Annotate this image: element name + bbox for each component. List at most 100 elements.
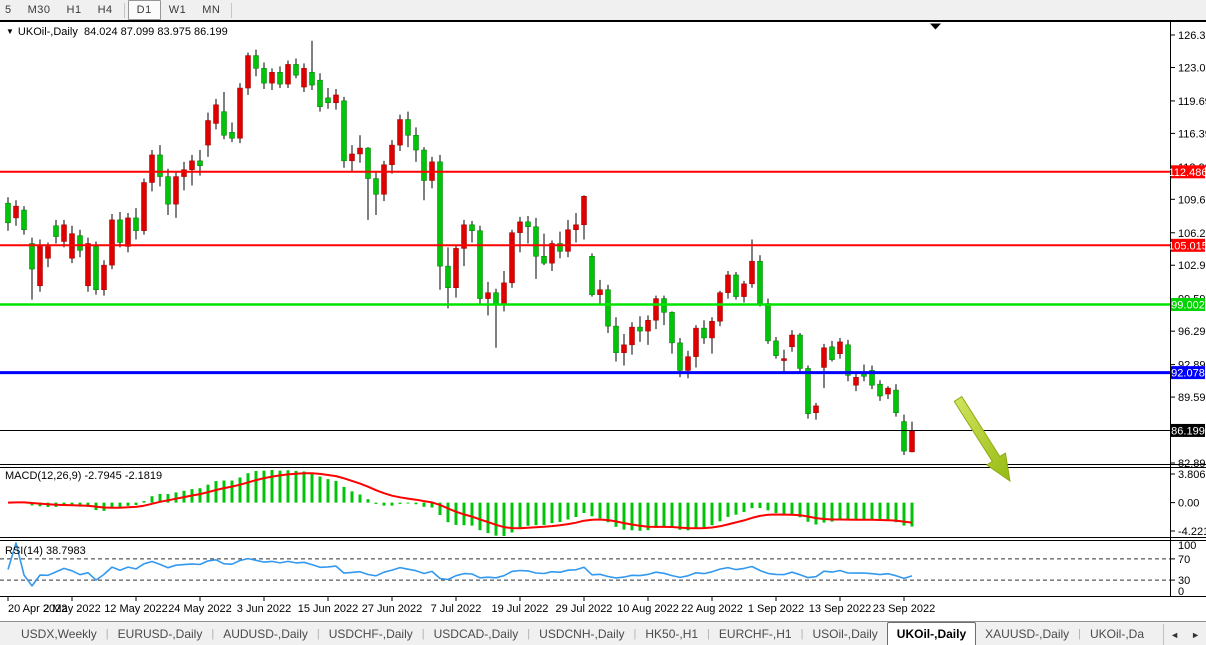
toolbar-separator bbox=[123, 2, 125, 18]
candle bbox=[645, 315, 651, 345]
candle-body bbox=[413, 135, 419, 151]
timeframe-toolbar: 5 M30 H1 H4 D1 W1 MN bbox=[0, 0, 1206, 21]
price-badge-label: 112.486 bbox=[1169, 167, 1206, 179]
candle bbox=[589, 253, 595, 297]
tab-scroll-left-button[interactable]: ◄ bbox=[1170, 629, 1180, 640]
timeframe-button-h4[interactable]: H4 bbox=[97, 4, 113, 16]
candle-body bbox=[309, 72, 315, 86]
tab-separator: | bbox=[707, 628, 710, 640]
tab-scroll-right-button[interactable]: ► bbox=[1191, 629, 1200, 640]
candle bbox=[717, 290, 723, 327]
symbol-tab-ukoil-da[interactable]: UKOil-,Da bbox=[1090, 627, 1145, 641]
candle bbox=[221, 91, 227, 140]
candle-body bbox=[181, 169, 187, 177]
timeframe-button-5[interactable]: 5 bbox=[5, 4, 12, 16]
chart-top-border bbox=[0, 20, 1206, 22]
candle-body bbox=[253, 55, 259, 69]
candle bbox=[21, 206, 27, 235]
candle bbox=[437, 154, 443, 290]
candle-body bbox=[445, 265, 451, 289]
candle-body bbox=[909, 430, 915, 453]
candle-body bbox=[621, 344, 627, 353]
timeframe-button-mn[interactable]: MN bbox=[202, 4, 221, 16]
symbol-tab-audusd-daily[interactable]: AUDUSD-,Daily bbox=[223, 627, 308, 641]
candle-body bbox=[789, 334, 795, 348]
chart-symbol-period: UKOil-,Daily bbox=[17, 26, 78, 38]
tab-separator: | bbox=[421, 628, 425, 640]
chart-canvas[interactable]: 126.390123.090119.690116.390112.990109.6… bbox=[0, 22, 1206, 621]
candle bbox=[277, 66, 283, 89]
candle-body bbox=[229, 132, 235, 139]
macd-indicator-label: MACD(12,26,9) -2.7945 -2.1819 bbox=[5, 470, 162, 482]
symbol-tab-eurusd-daily[interactable]: EURUSD-,Daily bbox=[117, 627, 203, 641]
candle-body bbox=[77, 235, 83, 251]
price-tick-label: 102.990 bbox=[1178, 260, 1206, 272]
candle bbox=[877, 380, 883, 401]
candle-body bbox=[853, 377, 859, 386]
candle-body bbox=[725, 274, 731, 293]
symbol-tab-usdchf-daily[interactable]: USDCHF-,Daily bbox=[328, 627, 413, 641]
date-tick-label: 29 Jul 2022 bbox=[556, 603, 613, 615]
candle bbox=[541, 233, 547, 266]
candle bbox=[677, 337, 683, 378]
candle bbox=[181, 161, 187, 191]
chart-shift-marker-icon[interactable] bbox=[930, 23, 941, 30]
price-badge-label: 99.002 bbox=[1171, 299, 1205, 311]
candle bbox=[101, 260, 107, 296]
candle-body bbox=[13, 205, 19, 219]
candle-body bbox=[341, 100, 347, 162]
candle bbox=[397, 114, 403, 152]
candle-body bbox=[493, 292, 499, 304]
timeframe-button-w1[interactable]: W1 bbox=[168, 4, 187, 16]
candle-body bbox=[453, 248, 459, 289]
tab-separator: | bbox=[316, 628, 320, 640]
candle bbox=[109, 213, 115, 270]
symbol-tab-eurchf-h1[interactable]: EURCHF-,H1 bbox=[718, 627, 792, 641]
price-level-badge: 99.002 bbox=[1171, 297, 1205, 311]
rsi-value: 38.7983 bbox=[45, 545, 86, 557]
rsi-axis-label: 70 bbox=[1178, 554, 1190, 566]
candle bbox=[837, 337, 843, 359]
candle bbox=[405, 111, 411, 148]
symbol-tab-usoil-daily[interactable]: USOil-,Daily bbox=[812, 627, 878, 641]
symbol-tab-hk50-h1[interactable]: HK50-,H1 bbox=[645, 627, 699, 641]
chart-background bbox=[0, 22, 1206, 621]
candle-body bbox=[221, 111, 227, 136]
candle bbox=[213, 98, 219, 130]
chart-dropdown-icon[interactable]: ▼ bbox=[6, 27, 14, 36]
macd-name: MACD(12,26,9) bbox=[5, 470, 82, 482]
date-tick-label: 20 Apr 2022 bbox=[8, 603, 67, 615]
candle-body bbox=[245, 55, 251, 89]
candle-body bbox=[61, 224, 67, 242]
candle-body bbox=[733, 274, 739, 297]
candle-body bbox=[365, 147, 371, 179]
candle bbox=[61, 219, 67, 248]
candle bbox=[453, 244, 459, 298]
candle bbox=[629, 322, 635, 355]
candle bbox=[293, 58, 299, 79]
candle-body bbox=[805, 368, 811, 414]
timeframe-button-h1[interactable]: H1 bbox=[66, 4, 82, 16]
symbol-tab-usdcnh-daily[interactable]: USDCNH-,Daily bbox=[539, 627, 625, 641]
price-tick-label: 123.090 bbox=[1178, 62, 1206, 74]
candle-body bbox=[357, 147, 363, 155]
date-tick-label: 10 Aug 2022 bbox=[617, 603, 679, 615]
candle bbox=[773, 336, 779, 359]
candle-body bbox=[261, 68, 267, 84]
candle bbox=[621, 334, 627, 366]
candle-body bbox=[653, 298, 659, 321]
candle bbox=[669, 311, 675, 354]
timeframe-button-m30[interactable]: M30 bbox=[27, 4, 51, 16]
candle bbox=[173, 172, 179, 218]
candle bbox=[741, 280, 747, 303]
symbol-tab-ukoil-daily[interactable]: UKOil-,Daily bbox=[886, 622, 977, 645]
down-arrow-annotation[interactable] bbox=[953, 395, 1011, 483]
candle-body bbox=[213, 104, 219, 124]
symbol-tab-usdx-weekly[interactable]: USDX,Weekly bbox=[21, 627, 97, 641]
symbol-tab-xauusd-daily[interactable]: XAUUSD-,Daily bbox=[985, 627, 1070, 641]
rsi-indicator-label: RSI(14) 38.7983 bbox=[5, 545, 86, 557]
symbol-tab-usdcad-daily[interactable]: USDCAD-,Daily bbox=[433, 627, 519, 641]
price-badge-bg bbox=[1171, 165, 1205, 179]
timeframe-button-d1[interactable]: D1 bbox=[127, 0, 161, 20]
candle bbox=[333, 89, 339, 110]
